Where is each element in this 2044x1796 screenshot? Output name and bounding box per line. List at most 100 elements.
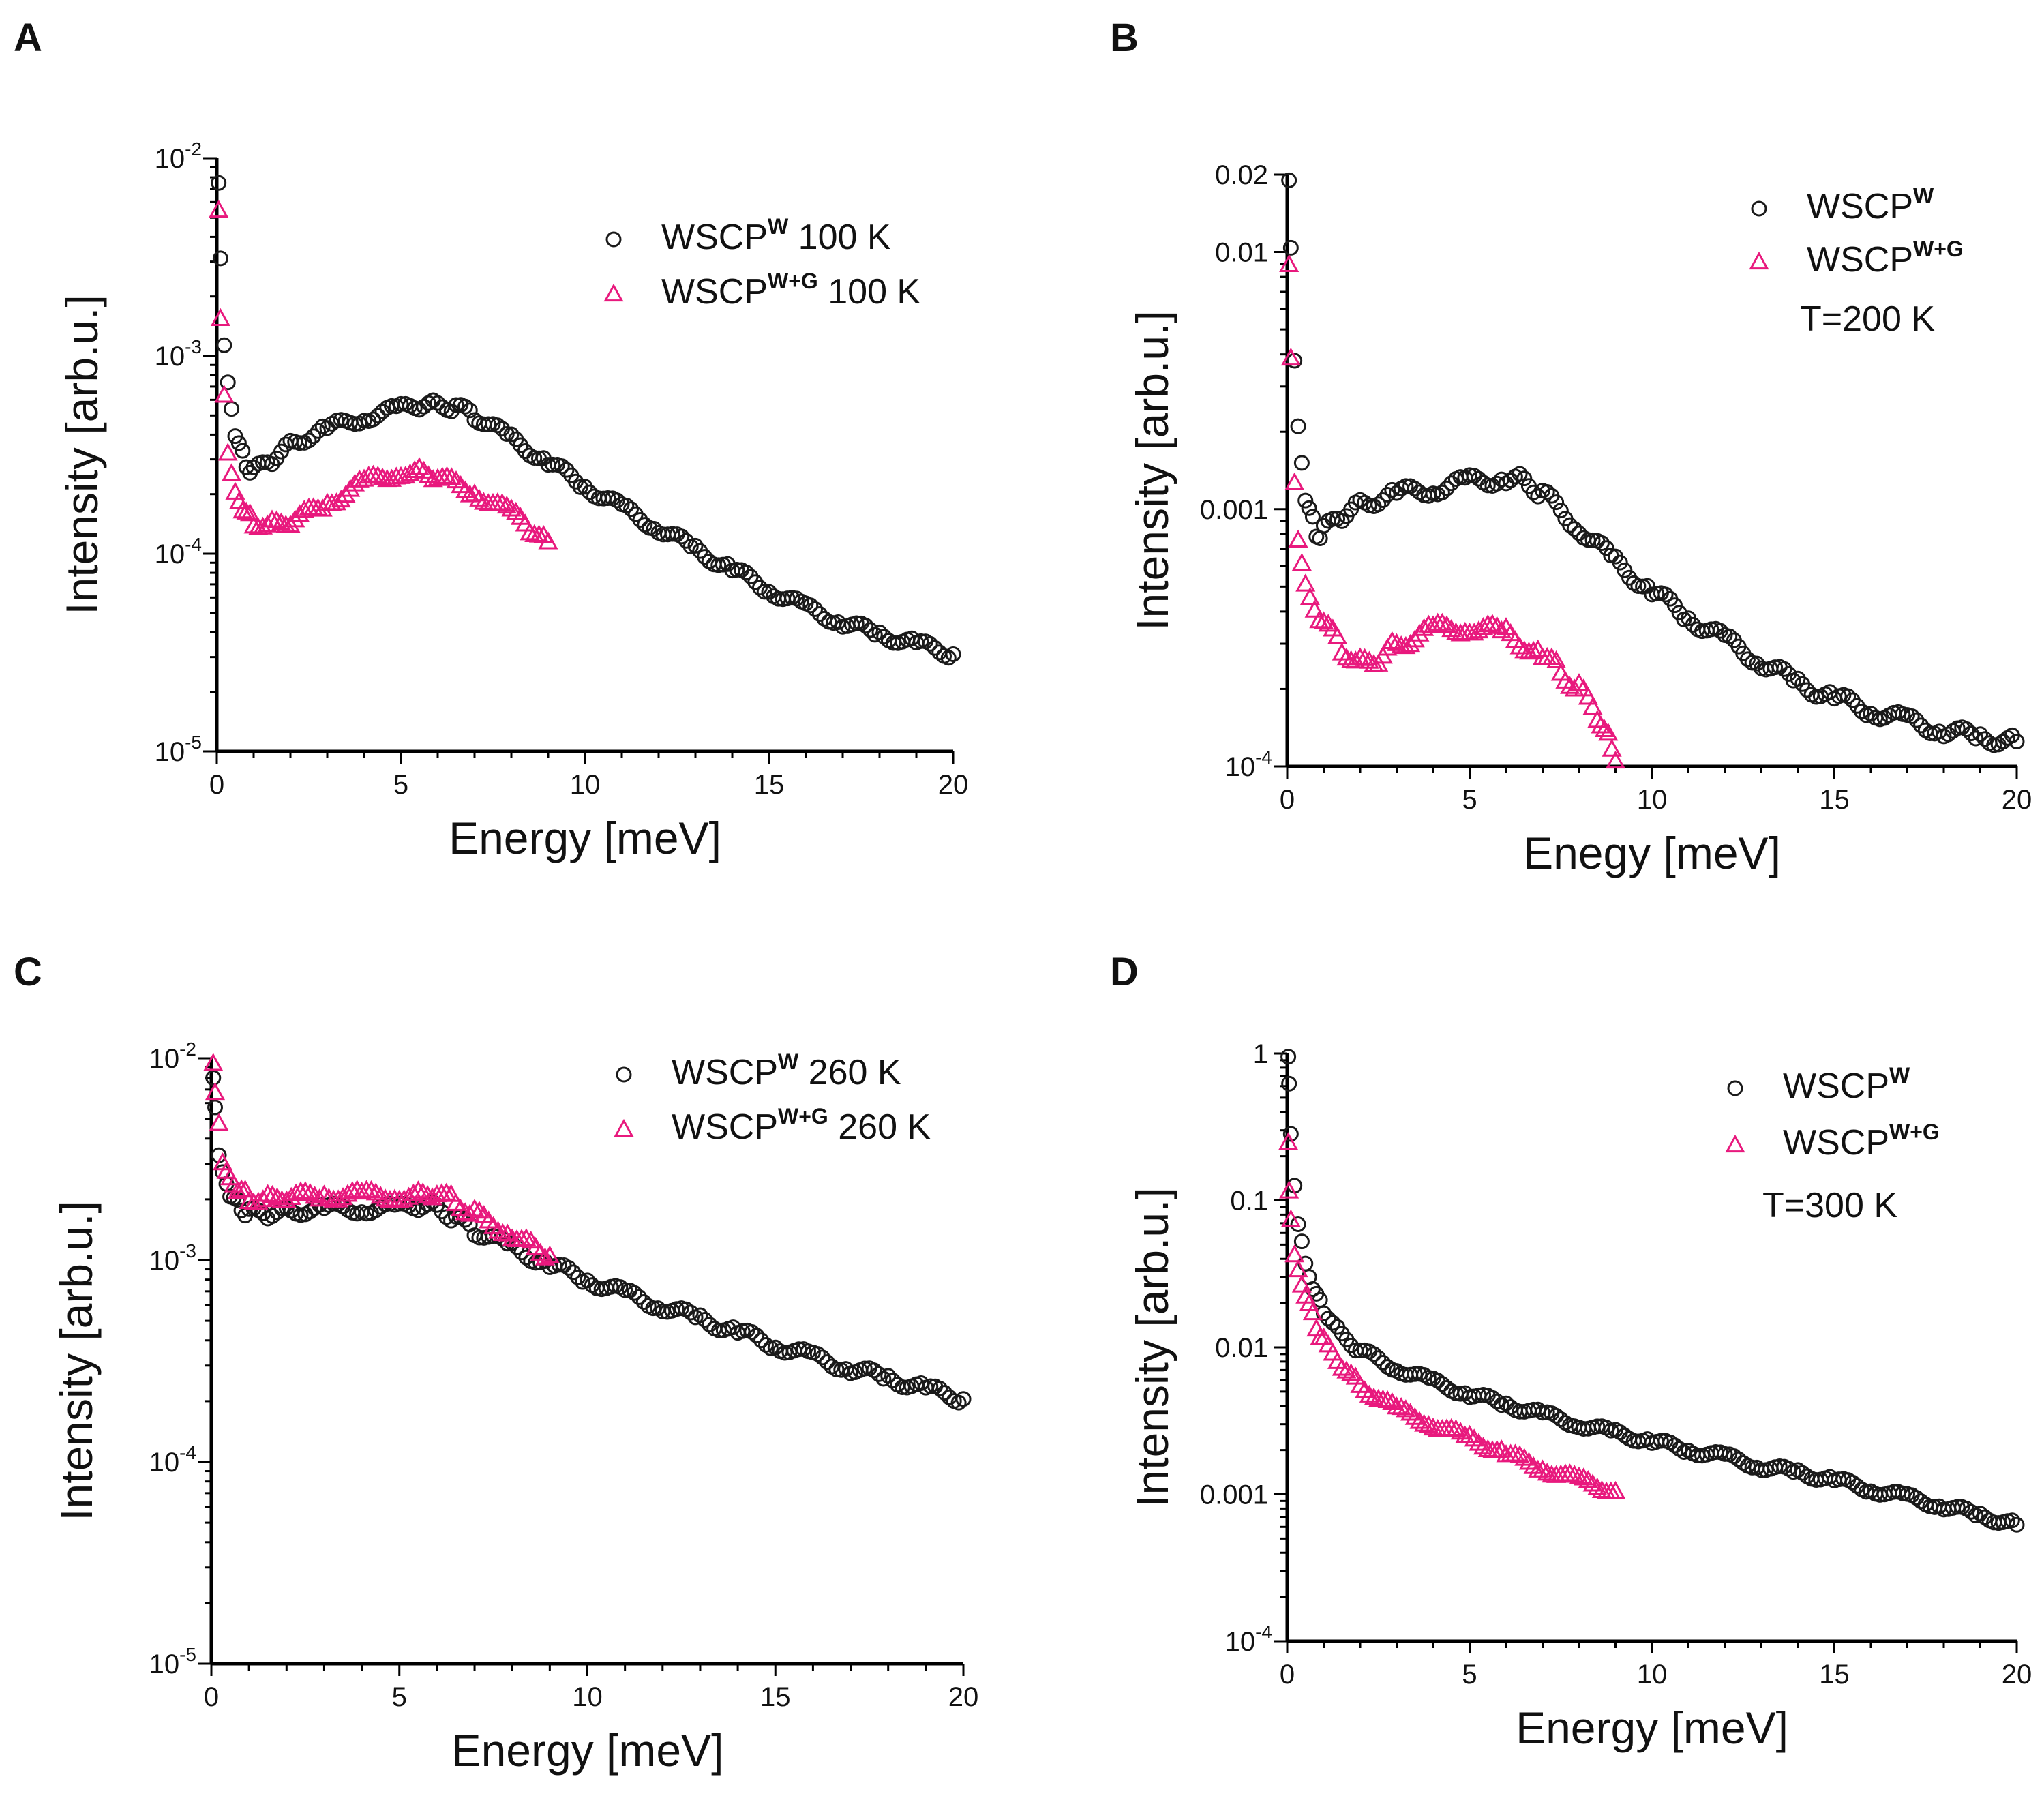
panel-label: A	[14, 16, 42, 60]
y-tick-exponent: -2	[185, 138, 202, 160]
data-point	[375, 1188, 395, 1207]
data-point	[239, 1191, 259, 1210]
data-point	[485, 1228, 502, 1244]
data-point	[1612, 554, 1628, 571]
data-point	[1445, 1419, 1466, 1437]
data-point	[1653, 1433, 1669, 1449]
data-point	[1288, 529, 1308, 548]
data-point	[1382, 631, 1402, 649]
legend-name: WSCP	[661, 272, 768, 312]
legend-suffix: 100 K	[788, 218, 891, 257]
legend-name: WSCP	[1807, 187, 1913, 226]
data-point	[1972, 726, 1988, 743]
data-point	[753, 1332, 770, 1349]
data-point	[932, 1381, 948, 1397]
data-point	[400, 463, 421, 481]
data-point	[331, 489, 351, 508]
data-point	[1542, 647, 1562, 665]
data-point	[409, 457, 430, 475]
data-point	[473, 492, 494, 510]
data-point	[539, 1245, 560, 1263]
data-point	[516, 1228, 537, 1246]
legend-name: WSCP	[1783, 1066, 1889, 1106]
x-tick-label: 15	[754, 770, 785, 800]
y-tick-label: 10-5	[149, 1644, 196, 1679]
x-tick-label: 15	[1819, 1660, 1850, 1690]
data-point	[412, 1182, 433, 1201]
data-point	[1281, 1075, 1297, 1092]
data-point	[1840, 688, 1857, 704]
data-point	[335, 484, 356, 503]
legend-marker	[1749, 251, 1769, 270]
y-tick-label: 0.02	[1215, 160, 1268, 190]
data-point	[498, 425, 515, 442]
data-point	[1489, 1393, 1505, 1409]
data-point	[1280, 1049, 1297, 1065]
data-point	[271, 512, 292, 530]
data-point	[515, 513, 535, 532]
y-tick-label: 0.1	[1230, 1186, 1268, 1216]
data-point	[1767, 659, 1784, 676]
data-point	[617, 1282, 633, 1298]
data-point	[1284, 1244, 1305, 1263]
y-axis-title: Intensity [arb.u.]	[51, 1201, 102, 1521]
legend-entry: WSCPW	[1807, 183, 1934, 226]
x-tick-label: 20	[938, 770, 969, 800]
data-point	[2009, 1516, 2025, 1533]
y-tick-exponent: -4	[1255, 1621, 1272, 1643]
data-point	[871, 624, 888, 640]
data-point	[791, 1341, 807, 1358]
legend-marker	[1725, 1134, 1745, 1153]
y-tick-exponent: -4	[1255, 747, 1272, 768]
data-point	[1291, 552, 1312, 571]
data-point	[1293, 455, 1310, 471]
data-point	[744, 1323, 760, 1340]
data-point	[1539, 483, 1555, 500]
data-point	[211, 175, 227, 191]
data-point	[565, 1264, 582, 1281]
data-point	[1703, 621, 1719, 638]
data-point	[1279, 1180, 1299, 1199]
data-point	[1396, 1399, 1416, 1418]
data-point	[1291, 1274, 1312, 1293]
y-axis-title: Intensity [arb.u.]	[1127, 310, 1177, 631]
data-point	[1281, 172, 1297, 188]
legend-superscript: W	[778, 1049, 799, 1074]
data-point	[913, 633, 929, 649]
data-point	[1739, 651, 1756, 668]
data-point	[230, 435, 247, 451]
data-point	[310, 423, 326, 439]
data-point	[632, 511, 648, 528]
y-tick-exponent: -2	[179, 1038, 196, 1060]
legend-suffix: 100 K	[818, 272, 921, 312]
data-point	[738, 564, 754, 580]
y-tick-label: 0.001	[1200, 495, 1268, 525]
data-point	[1398, 478, 1414, 494]
data-point	[210, 308, 230, 326]
data-point	[243, 515, 264, 534]
legend-entry: WSCPW 260 K	[672, 1049, 901, 1092]
data-point	[1722, 628, 1738, 644]
legend-marker	[603, 283, 624, 302]
legend-entry: WSCPW	[1783, 1063, 1910, 1106]
data-point	[1593, 535, 1610, 551]
x-tick-label: 10	[570, 770, 601, 800]
data-point	[205, 1081, 226, 1101]
data-point	[1605, 750, 1626, 769]
data-point	[1423, 1417, 1443, 1436]
data-point	[1562, 517, 1578, 533]
data-point	[328, 1189, 348, 1208]
data-point	[749, 1328, 765, 1344]
data-point	[1516, 470, 1533, 487]
legend-superscript: W	[768, 214, 789, 239]
legend-marker	[614, 1118, 634, 1137]
data-point	[880, 1368, 897, 1384]
legend-name: WSCP	[1807, 240, 1913, 280]
y-tick-exponent: -4	[179, 1442, 196, 1463]
y-tick-base: 10	[155, 539, 185, 569]
legend-marker	[605, 231, 622, 248]
y-tick-label: 0.001	[1200, 1480, 1268, 1510]
data-point	[462, 402, 478, 419]
